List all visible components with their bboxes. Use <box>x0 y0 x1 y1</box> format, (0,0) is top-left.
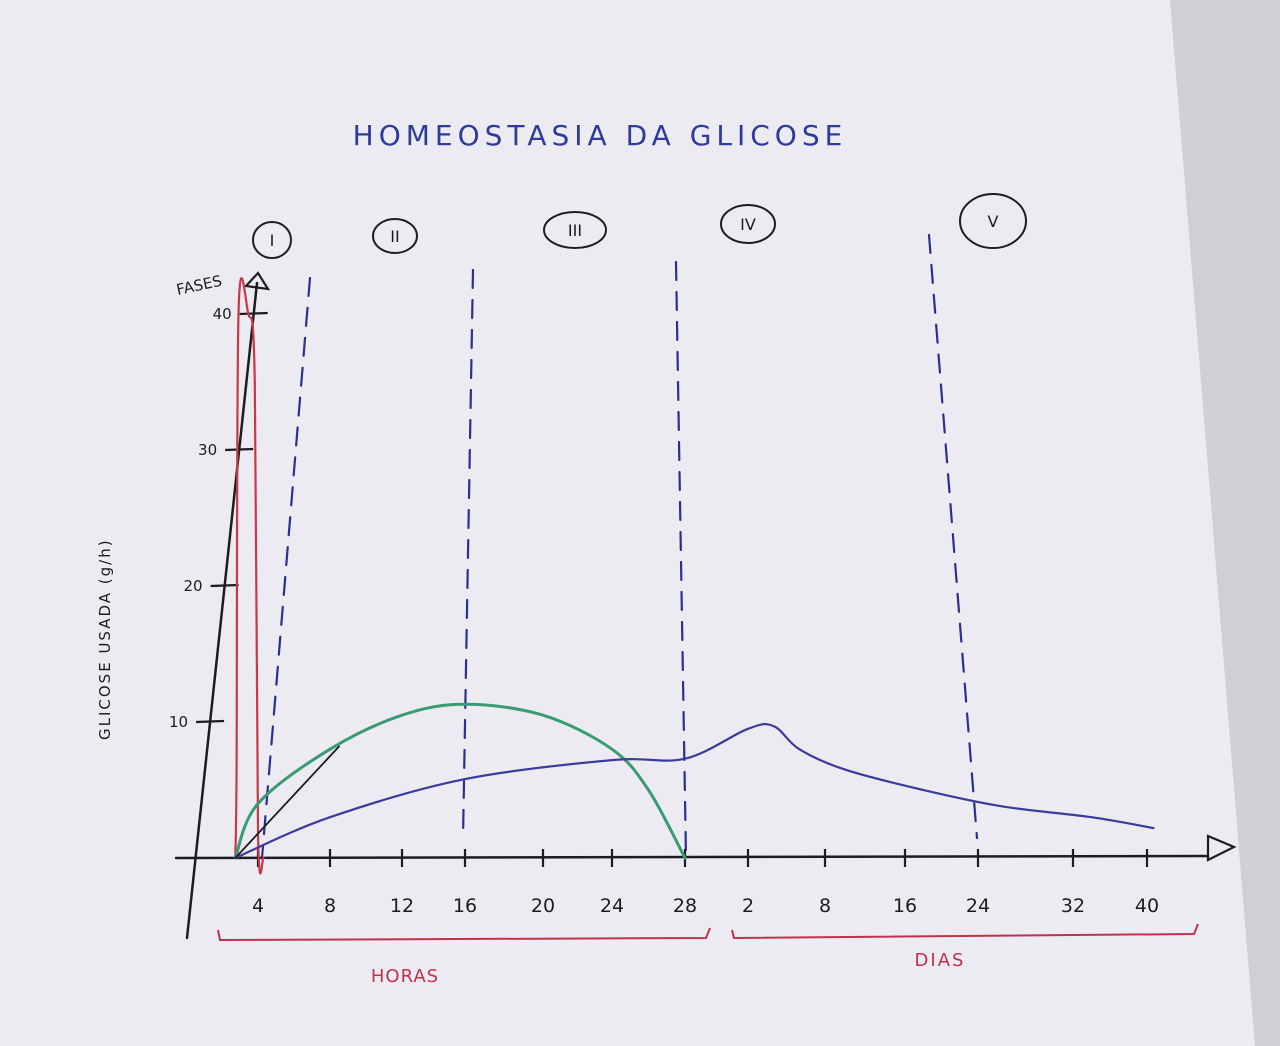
y-tick-label: 10 <box>169 713 188 731</box>
group-label-dias: DIAS <box>915 950 966 971</box>
group-label-horas: HORAS <box>371 966 439 987</box>
y-tick-20 <box>210 583 239 588</box>
y-tick-30 <box>225 447 254 452</box>
phase-label-1: I <box>270 231 275 250</box>
x-tick-label: 8 <box>819 895 831 917</box>
y-axis-arrow <box>243 271 271 291</box>
phase-label-4: IV <box>740 215 756 234</box>
group-brace-horas <box>217 927 711 942</box>
phase-circle-4 <box>720 204 776 244</box>
phase-divider-2 <box>461 268 475 840</box>
series-green-start-stroke <box>234 745 340 859</box>
x-tick-label: 4 <box>252 895 264 917</box>
phase-divider-1 <box>260 276 312 860</box>
x-tick-label: 40 <box>1135 895 1159 917</box>
paper-shadow <box>1170 0 1280 1046</box>
x-axis <box>174 854 1210 860</box>
x-axis-arrow <box>1206 834 1237 862</box>
x-tick-label: 2 <box>742 895 754 917</box>
series-blue-curve <box>234 722 1155 860</box>
phase-circle-3 <box>543 211 607 249</box>
phase-circle-5 <box>959 193 1027 249</box>
x-tick-label: 8 <box>324 895 336 917</box>
chart-title: HOMEOSTASIA DA GLICOSE <box>353 119 848 152</box>
y-tick-label: 40 <box>213 305 232 323</box>
x-tick-label: 16 <box>453 895 477 917</box>
y-tick-10 <box>196 719 225 724</box>
x-tick-label: 32 <box>1061 895 1085 917</box>
series-red-curve <box>234 277 265 875</box>
x-tick-label: 24 <box>966 895 990 917</box>
phase-divider-4 <box>927 233 979 840</box>
x-tick-label: 28 <box>673 895 697 917</box>
phase-label-2: II <box>390 227 399 246</box>
x-tick-label: 12 <box>390 895 414 917</box>
x-tick-label: 16 <box>893 895 917 917</box>
phase-circle-1 <box>252 221 292 259</box>
series-green-curve <box>233 702 687 860</box>
group-brace-dias <box>731 923 1199 940</box>
x-tick-label: 24 <box>600 895 624 917</box>
y-axis-title: GLICOSE USADA (g/h) <box>96 538 114 740</box>
phase-circle-2 <box>372 218 418 254</box>
y-tick-40 <box>239 311 268 316</box>
y-axis <box>185 281 259 940</box>
phase-label-5: V <box>988 212 999 231</box>
y-tick-label: 30 <box>198 441 217 459</box>
y-tick-label: 20 <box>184 577 203 595</box>
x-tick-label: 20 <box>531 895 555 917</box>
phase-label-3: III <box>568 221 582 240</box>
